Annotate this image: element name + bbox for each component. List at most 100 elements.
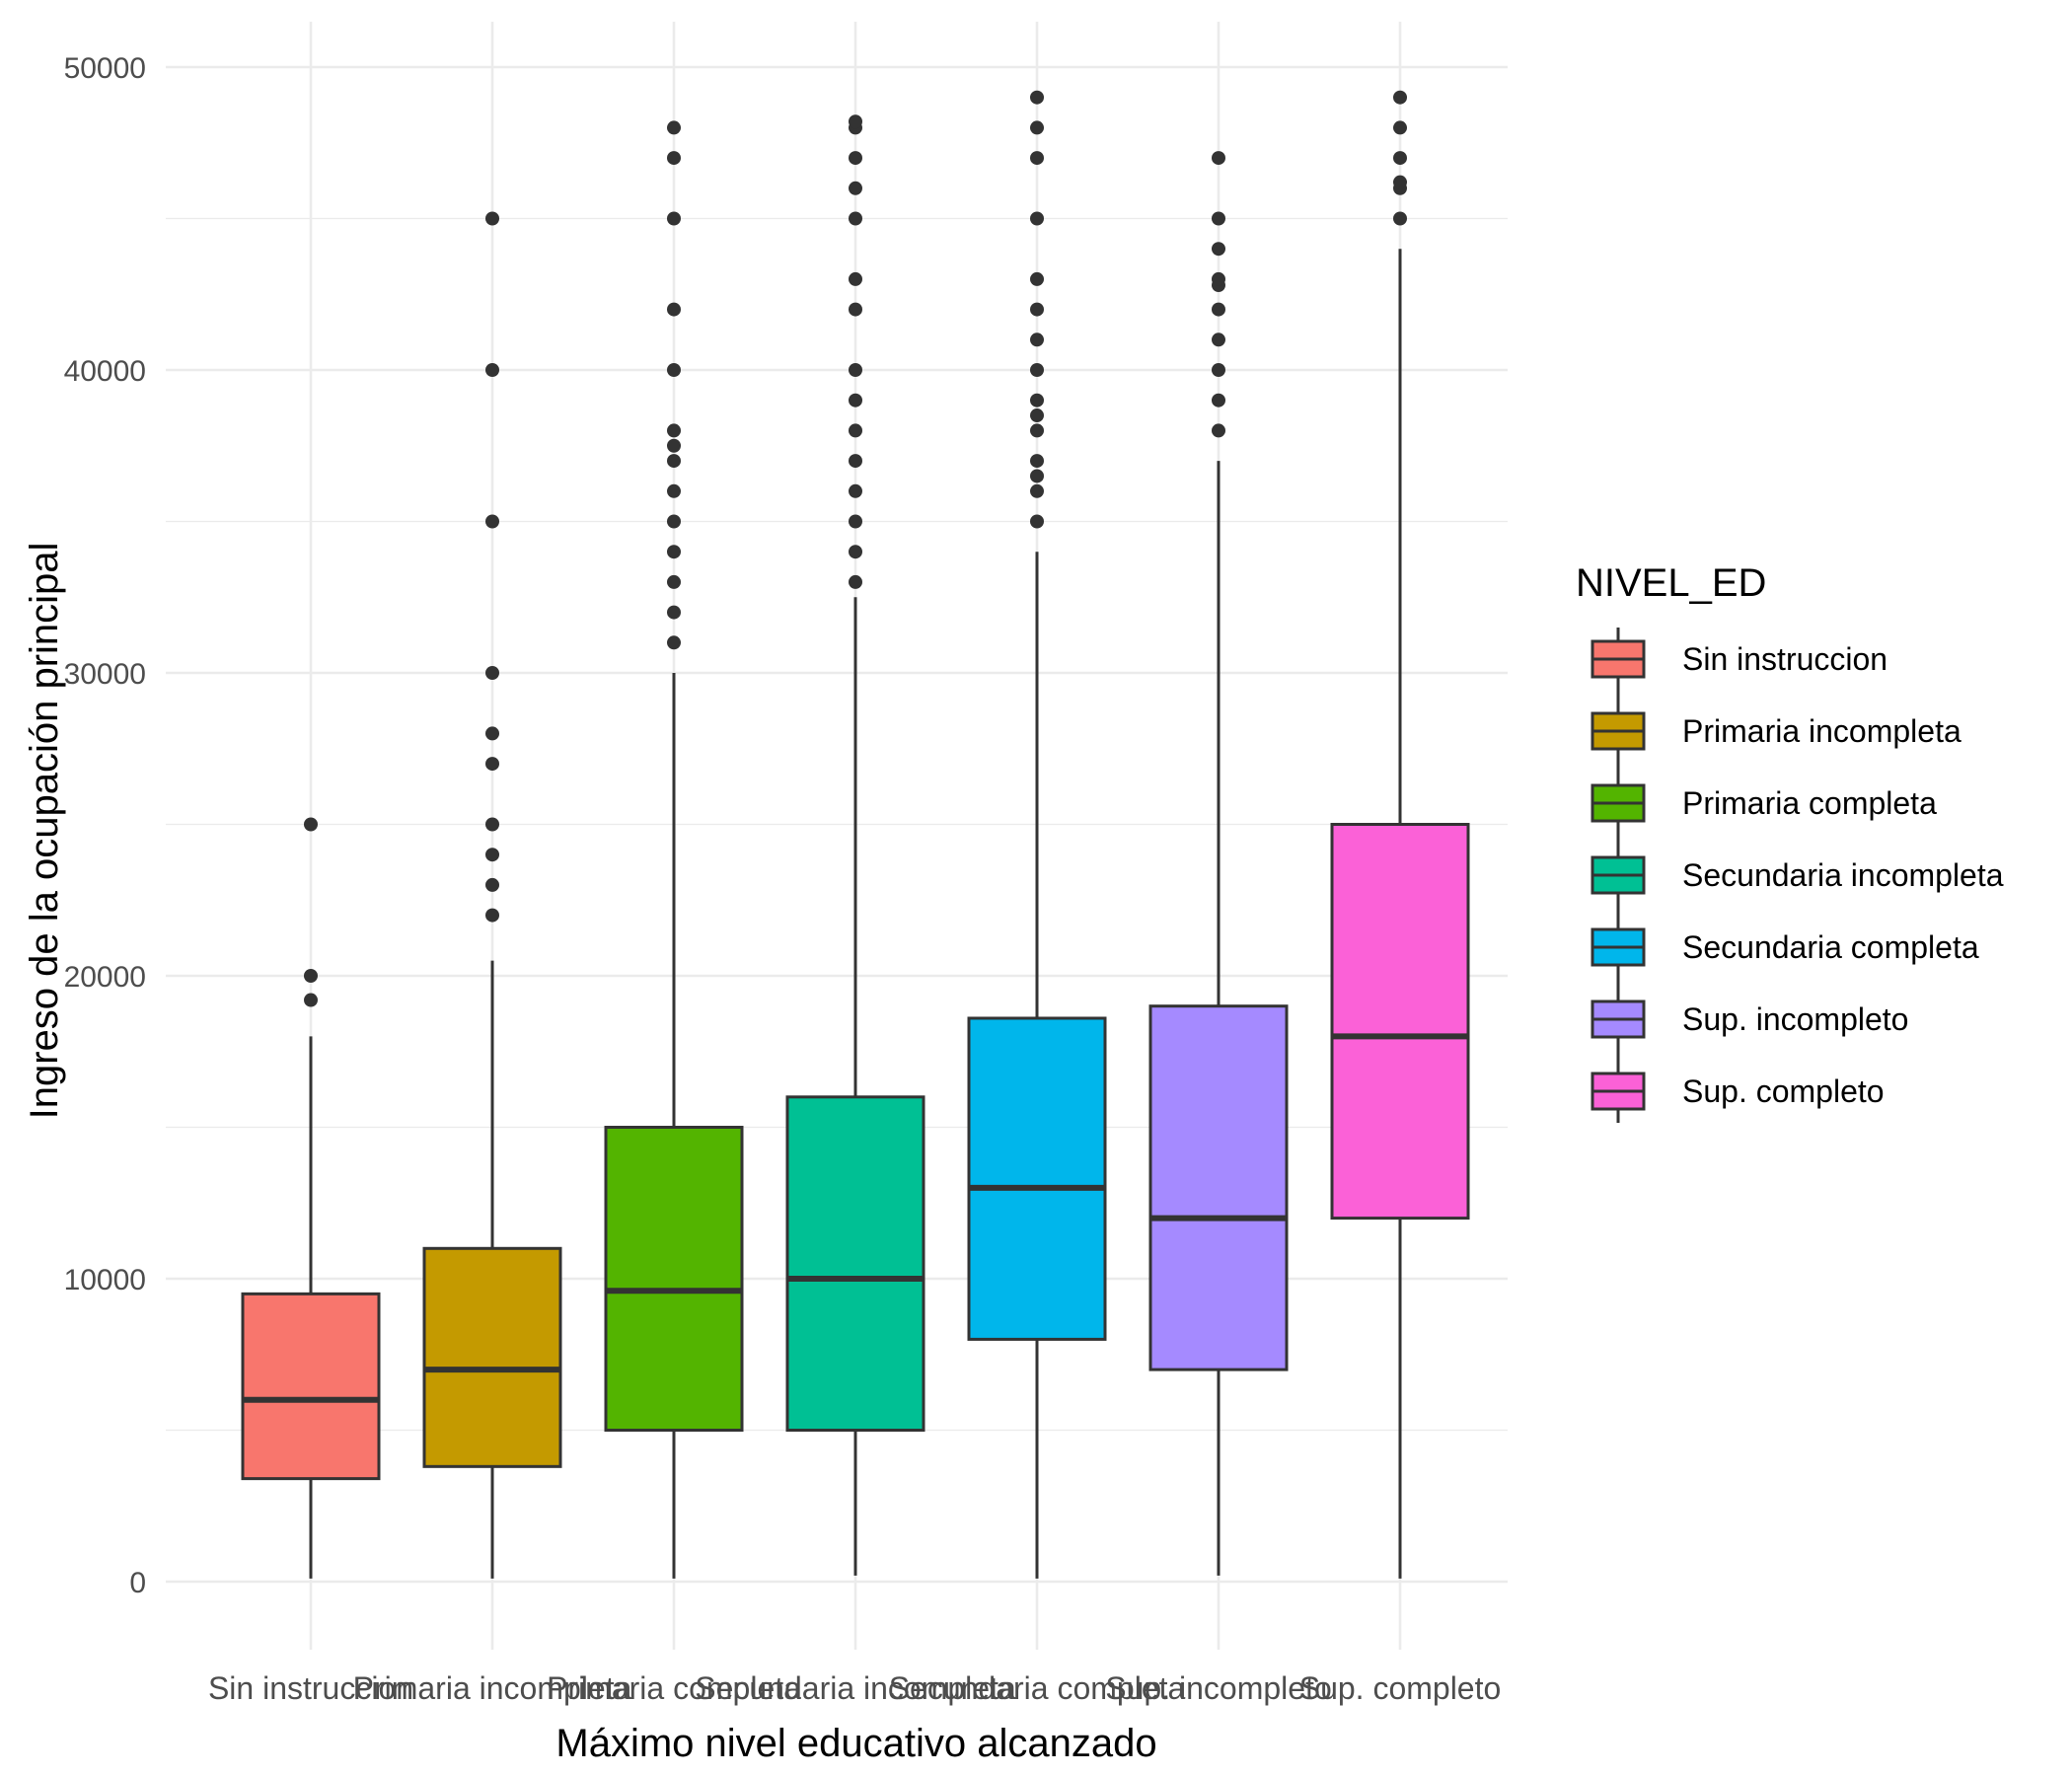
x-tick-label: Sup. incompleto (1105, 1670, 1331, 1706)
outlier-point (485, 363, 499, 377)
legend-label: Sup. completo (1682, 1073, 1885, 1109)
outlier-point (1030, 151, 1044, 166)
outlier-point (1030, 408, 1044, 423)
y-tick-label: 20000 (64, 961, 146, 994)
legend-label: Secundaria completa (1682, 929, 1979, 965)
box-sup-completo (1330, 90, 1470, 1579)
box-body (1330, 823, 1470, 1221)
outlier-point (485, 877, 499, 892)
outlier-point (667, 423, 681, 438)
y-axis-ticks: 0 10000 20000 30000 40000 50000 (64, 52, 146, 1599)
outlier-point (667, 151, 681, 166)
outlier-point (1030, 514, 1044, 529)
box-secundaria-completa (967, 90, 1107, 1579)
outlier-point (849, 114, 862, 129)
outlier-point (1030, 120, 1044, 135)
outlier-point (1030, 211, 1044, 226)
x-tick-label: Sin instruccion (208, 1670, 413, 1706)
outlier-point (849, 483, 862, 498)
legend-item: Sin instruccion (1591, 639, 1887, 679)
outlier-point (849, 545, 862, 559)
outlier-point (849, 302, 862, 317)
outlier-point (1212, 363, 1225, 377)
outlier-point (485, 514, 499, 529)
legend-label: Primaria incompleta (1682, 713, 1961, 749)
legend-label: Sin instruccion (1682, 641, 1887, 677)
outlier-point (1212, 242, 1225, 257)
outlier-point (1212, 211, 1225, 226)
box-body (1148, 1004, 1289, 1371)
outlier-point (1393, 90, 1407, 105)
legend-label: Sup. incompleto (1682, 1001, 1908, 1037)
outlier-point (667, 635, 681, 650)
y-tick-label: 50000 (64, 52, 146, 85)
outlier-point (667, 438, 681, 453)
legend-label: Primaria completa (1682, 785, 1937, 821)
box-body (785, 1095, 925, 1433)
outlier-point (1212, 271, 1225, 286)
outlier-point (667, 574, 681, 589)
outlier-point (667, 483, 681, 498)
legend-item: Secundaria completa (1591, 927, 1979, 967)
outlier-point (667, 514, 681, 529)
outlier-point (1030, 393, 1044, 407)
y-tick-label: 0 (129, 1567, 146, 1599)
box-body (604, 1126, 744, 1432)
x-axis-title: Máximo nivel educativo alcanzado (555, 1722, 1156, 1765)
legend-item: Primaria incompleta (1591, 711, 1961, 751)
outlier-point (485, 757, 499, 772)
legend-item: Primaria completa (1591, 783, 1937, 823)
outlier-point (667, 545, 681, 559)
outlier-point (849, 181, 862, 195)
x-tick-label: Secundaria incompleta (695, 1670, 1016, 1706)
outlier-point (849, 514, 862, 529)
outlier-point (1212, 302, 1225, 317)
box-sup-incompleto (1148, 151, 1289, 1576)
y-tick-label: 10000 (64, 1264, 146, 1296)
outlier-point (1212, 423, 1225, 438)
outlier-point (1030, 469, 1044, 483)
outlier-point (849, 151, 862, 166)
outlier-point (1030, 423, 1044, 438)
outlier-point (1212, 151, 1225, 166)
outlier-point (667, 120, 681, 135)
outlier-point (1030, 483, 1044, 498)
legend-item: Sup. completo (1591, 1072, 1885, 1111)
outlier-point (1212, 333, 1225, 347)
box-body (241, 1292, 381, 1481)
outlier-point (1030, 363, 1044, 377)
outlier-point (485, 726, 499, 741)
box-secundaria-incompleta (785, 114, 925, 1576)
outlier-point (849, 574, 862, 589)
legend-label: Secundaria incompleta (1682, 857, 2004, 893)
legend-item: Secundaria incompleta (1591, 855, 2004, 895)
outlier-point (304, 969, 318, 983)
outlier-point (849, 271, 862, 286)
outlier-point (1030, 454, 1044, 469)
outlier-point (1030, 333, 1044, 347)
outlier-point (849, 363, 862, 377)
box-primaria-completa (604, 120, 744, 1579)
outlier-point (1393, 120, 1407, 135)
outlier-point (1393, 175, 1407, 189)
legend-title: NIVEL_ED (1576, 561, 1766, 605)
y-tick-label: 30000 (64, 658, 146, 691)
boxes (241, 90, 1470, 1579)
outlier-point (1030, 302, 1044, 317)
outlier-point (1393, 151, 1407, 166)
outlier-point (485, 666, 499, 680)
x-tick-label: Primaria completa (547, 1670, 801, 1706)
outlier-point (667, 302, 681, 317)
outlier-point (485, 817, 499, 832)
box-primaria-incompleta (422, 211, 562, 1579)
outlier-point (304, 993, 318, 1007)
x-tick-label: Sup. completo (1299, 1670, 1502, 1706)
x-tick-label: Secundaria completa (889, 1670, 1186, 1706)
outlier-point (304, 817, 318, 832)
outlier-point (667, 211, 681, 226)
y-axis-title: Ingreso de la ocupación principal (23, 543, 66, 1120)
outlier-point (849, 454, 862, 469)
box-body (422, 1246, 562, 1468)
outlier-point (1030, 90, 1044, 105)
